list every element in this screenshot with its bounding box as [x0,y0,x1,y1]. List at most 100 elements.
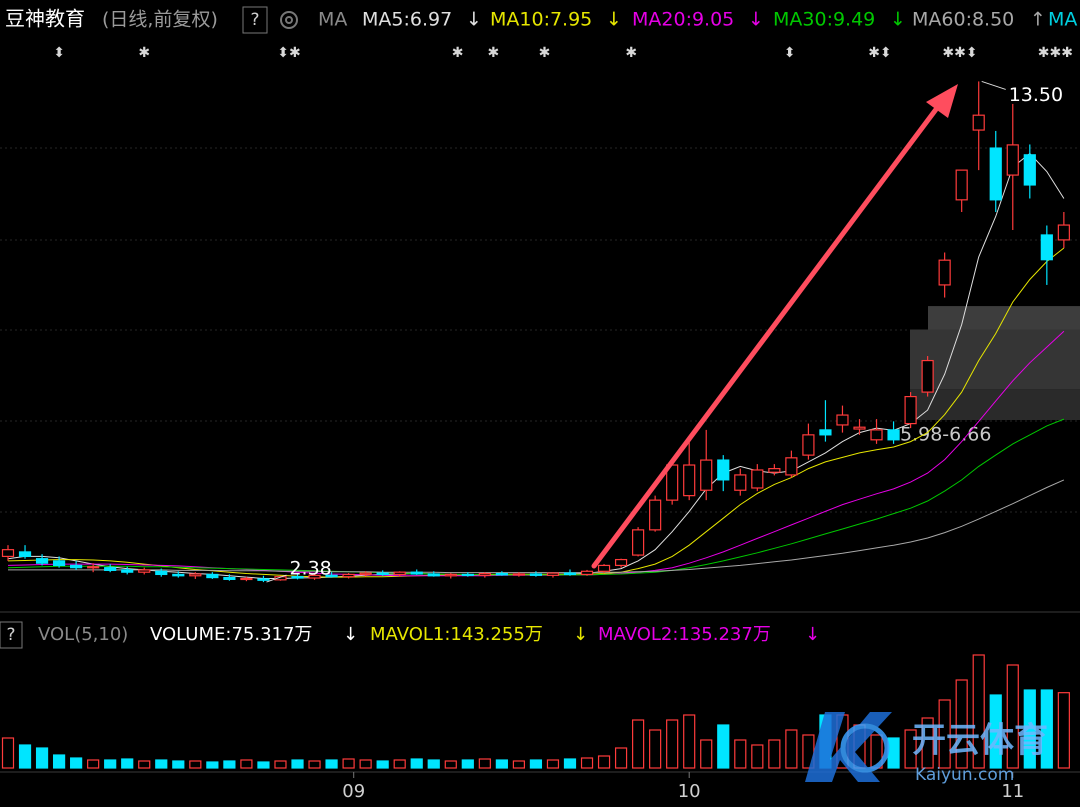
volume-bar [104,759,117,769]
x-tick-label: 11 [1001,781,1024,802]
volume-bar [87,759,100,769]
volume-bar [1057,692,1070,769]
candle-body [887,429,900,441]
event-marker: ✱ [452,45,464,61]
logo-shape [805,712,892,782]
x-tick-label: 09 [342,781,365,802]
candle-body [989,147,1002,201]
volume-bar [751,744,764,769]
zones: 7.99-8.516.66-7.995.98-6.66 [900,306,1080,446]
volume-legend-entry: MAVOL2:135.237万 [598,624,771,645]
volume-bar [240,759,253,769]
candle-body [121,569,134,573]
legend-entry: MA30:9.49 [773,9,875,31]
x-axis: 09 10 11 [342,772,1024,802]
volume-bar [444,760,457,769]
volume-bar [18,744,32,769]
event-marker: ✱ [487,45,499,61]
volume-bar [325,759,338,769]
volume-bar [138,760,151,769]
volume-bar [1006,664,1019,769]
trend-arrow [591,84,958,569]
candle-body [1057,224,1070,241]
legend-entry: MA [1048,9,1077,31]
volume-bar [632,719,645,769]
volume-bar [989,694,1002,769]
volume-bar [35,747,49,769]
legend-entry: MA20:9.05 [632,9,734,31]
indicator-label: MA [318,9,347,31]
help-box[interactable] [242,6,268,34]
candle-body [342,573,355,578]
candle-body [632,529,645,556]
arrow-shaft [591,101,943,569]
legend-arrow: ↓ [890,9,906,31]
candle-body [649,499,662,531]
volume-bar [121,758,134,769]
volume-bar [529,759,543,769]
watermark-title: 开云体育 [912,721,1048,761]
volume-legend-arrow: ↓ [343,624,358,645]
gear-hub[interactable] [285,16,293,24]
candle-body [257,578,270,581]
candle-body [1023,154,1036,186]
candle-body [819,429,832,436]
arrow-head [926,84,958,118]
candle-body [734,474,747,491]
candle-body [1040,234,1053,261]
volume-title: VOL(5,10) [38,624,128,645]
candle-body [393,571,406,576]
annotation-leader [981,80,1006,90]
annotation-leader [266,574,287,583]
volume-bar [155,759,168,769]
legend-entry: MA5:6.97 [362,9,452,31]
help-label[interactable]: ? [250,10,259,30]
volume-bar [393,759,406,769]
help-label[interactable]: ? [6,625,15,645]
annotation-label: 2.38 [289,558,331,580]
volume-bar [563,758,577,769]
candle-body [785,457,798,476]
legend-arrow: ↓ [606,9,622,31]
annotations: ⬍ ✱ ⬍✱ ✱ ✱ ✱ ✱ ⬍ ✱⬍ ✱✱⬍ ✱✱✱13.502.38 [53,45,1073,583]
volume-bar [1,737,15,769]
candle-body [921,359,934,393]
candle-body [70,564,83,569]
volume-bar [580,757,594,769]
volume-bar [614,747,628,769]
settings-icon[interactable] [280,11,298,29]
candle-body [853,426,866,430]
candle-body [870,429,883,441]
volume-bar [427,759,440,769]
event-marker: ✱ [539,45,551,61]
ma-legend: MA5:6.97 ↓ MA10:7.95 ↓ MA20:9.05 ↓ MA30:9.49 ↓ M… [362,9,1077,31]
help-box[interactable] [0,621,23,649]
volume-bar [1040,689,1053,769]
candle-body [938,259,951,286]
volume-bar [546,759,560,769]
volume-bar [649,729,662,769]
candle-body [1006,144,1019,176]
candle-body [802,434,815,456]
volume-bar [887,737,900,769]
event-marker: ⬍ [53,45,65,61]
gear-ring[interactable] [280,11,298,29]
candle-body [955,169,968,201]
volume-bar [972,654,985,769]
candle-body [223,576,236,580]
candle-body [376,572,389,576]
volume-bar [189,760,202,769]
price-zone [910,329,1080,390]
volume-bar [376,760,389,769]
volume-bar [734,739,747,769]
volume-bar [359,759,372,769]
candle-body [35,558,49,564]
candle-body [972,114,985,131]
volume-bar [666,719,679,769]
volume-legend-arrow: ↓ [805,624,820,645]
volume-bar [257,761,270,769]
candle-body [308,574,321,579]
candle-body [614,558,628,567]
event-marker: ✱ [625,45,637,61]
